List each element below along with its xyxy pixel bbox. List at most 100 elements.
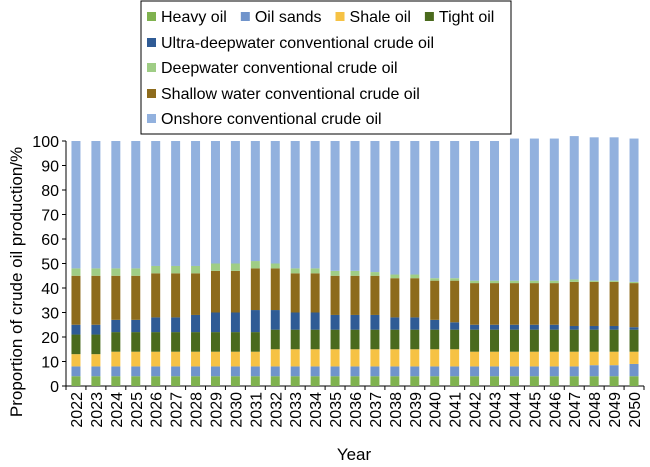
legend: Heavy oil Oil sands Shale oil Tight oil Ultr… — [140, 0, 512, 135]
bar-stack-2049 — [609, 137, 619, 386]
x-tick-label: 2050 — [627, 392, 644, 428]
bar-segment — [529, 324, 539, 330]
bar-segment — [509, 138, 519, 281]
bar-segment — [390, 349, 400, 367]
bar-segment — [410, 376, 420, 386]
bar-segment — [111, 366, 121, 377]
legend-label: Shallow water conventional crude oil — [161, 86, 420, 103]
bar-segment — [410, 366, 420, 377]
bar-stack-2044 — [509, 138, 519, 386]
bar-segment — [230, 366, 240, 377]
bar-segment — [151, 376, 161, 386]
bar-segment — [210, 270, 220, 313]
bar-segment — [131, 332, 141, 352]
bar-segment — [490, 324, 500, 330]
bar-segment — [310, 376, 320, 386]
bar-segment — [529, 138, 539, 281]
legend-swatch — [147, 114, 156, 123]
bar-segment — [330, 275, 340, 315]
bar-segment — [350, 275, 360, 315]
bar-segment — [91, 141, 101, 269]
bar-segment — [549, 280, 559, 284]
bar-segment — [230, 263, 240, 271]
bar-segment — [330, 314, 340, 330]
bar-segment — [490, 376, 500, 386]
bar-stack-2045 — [529, 138, 539, 386]
bar-segment — [91, 268, 101, 276]
bar-segment — [71, 366, 81, 377]
bar-segment — [410, 141, 420, 275]
bar-stack-2032 — [270, 141, 280, 386]
bar-segment — [549, 351, 559, 367]
bar-segment — [111, 275, 121, 320]
bar-segment — [589, 365, 599, 377]
x-axis-title: Year — [337, 445, 372, 464]
bar-segment — [210, 366, 220, 377]
bar-stack-2038 — [390, 141, 400, 386]
bar-segment — [230, 376, 240, 386]
y-tick-label: 70 — [41, 208, 59, 225]
bar-segment — [490, 329, 500, 352]
bar-segment — [250, 310, 260, 333]
bar-segment — [91, 334, 101, 355]
bar-segment — [549, 376, 559, 386]
bar-series-group — [71, 136, 639, 386]
bar-segment — [131, 366, 141, 377]
bar-stack-2040 — [430, 141, 440, 386]
bar-stack-2026 — [151, 141, 161, 386]
x-tick-label: 2025 — [129, 392, 146, 428]
x-tick-label: 2035 — [328, 392, 345, 428]
bar-segment — [330, 376, 340, 386]
bar-segment — [509, 351, 519, 367]
bar-segment — [290, 273, 300, 313]
bar-segment — [549, 324, 559, 330]
y-tick-label: 90 — [41, 159, 59, 176]
bar-segment — [350, 376, 360, 386]
bar-segment — [151, 317, 161, 333]
y-tick-label: 100 — [32, 134, 59, 151]
bar-segment — [91, 354, 101, 367]
bar-segment — [390, 317, 400, 330]
bar-segment — [490, 366, 500, 377]
bar-stack-2043 — [490, 141, 500, 386]
bar-segment — [111, 332, 121, 352]
bar-segment — [430, 319, 440, 330]
bar-segment — [629, 329, 639, 352]
bar-segment — [569, 329, 579, 352]
bar-segment — [191, 376, 201, 386]
bar-segment — [270, 310, 280, 330]
bar-segment — [131, 319, 141, 333]
bar-segment — [210, 332, 220, 352]
bar-stack-2033 — [290, 141, 300, 386]
y-tick-label: 40 — [41, 281, 59, 298]
bar-segment — [549, 366, 559, 377]
bar-segment — [569, 366, 579, 377]
bar-segment — [330, 329, 340, 350]
x-tick-label: 2031 — [248, 392, 265, 428]
bar-segment — [151, 366, 161, 377]
bar-segment — [290, 312, 300, 330]
bar-segment — [270, 263, 280, 269]
bar-segment — [390, 329, 400, 350]
bar-stack-2042 — [470, 141, 480, 386]
bar-stack-2046 — [549, 138, 559, 386]
x-tick-label: 2027 — [169, 392, 186, 428]
legend-swatch — [147, 38, 156, 47]
bar-segment — [310, 273, 320, 313]
bar-stack-2050 — [629, 138, 639, 386]
bar-segment — [210, 351, 220, 367]
bar-segment — [250, 366, 260, 377]
bar-segment — [390, 366, 400, 377]
bar-segment — [191, 366, 201, 377]
bar-segment — [310, 268, 320, 274]
legend-swatch — [240, 12, 250, 21]
bar-segment — [529, 280, 539, 284]
bar-segment — [450, 329, 460, 350]
x-tick-label: 2038 — [388, 392, 405, 428]
bar-segment — [569, 325, 579, 330]
bar-segment — [290, 141, 300, 269]
bar-segment — [191, 314, 201, 333]
bar-stack-2027 — [171, 141, 181, 386]
bar-segment — [290, 349, 300, 367]
